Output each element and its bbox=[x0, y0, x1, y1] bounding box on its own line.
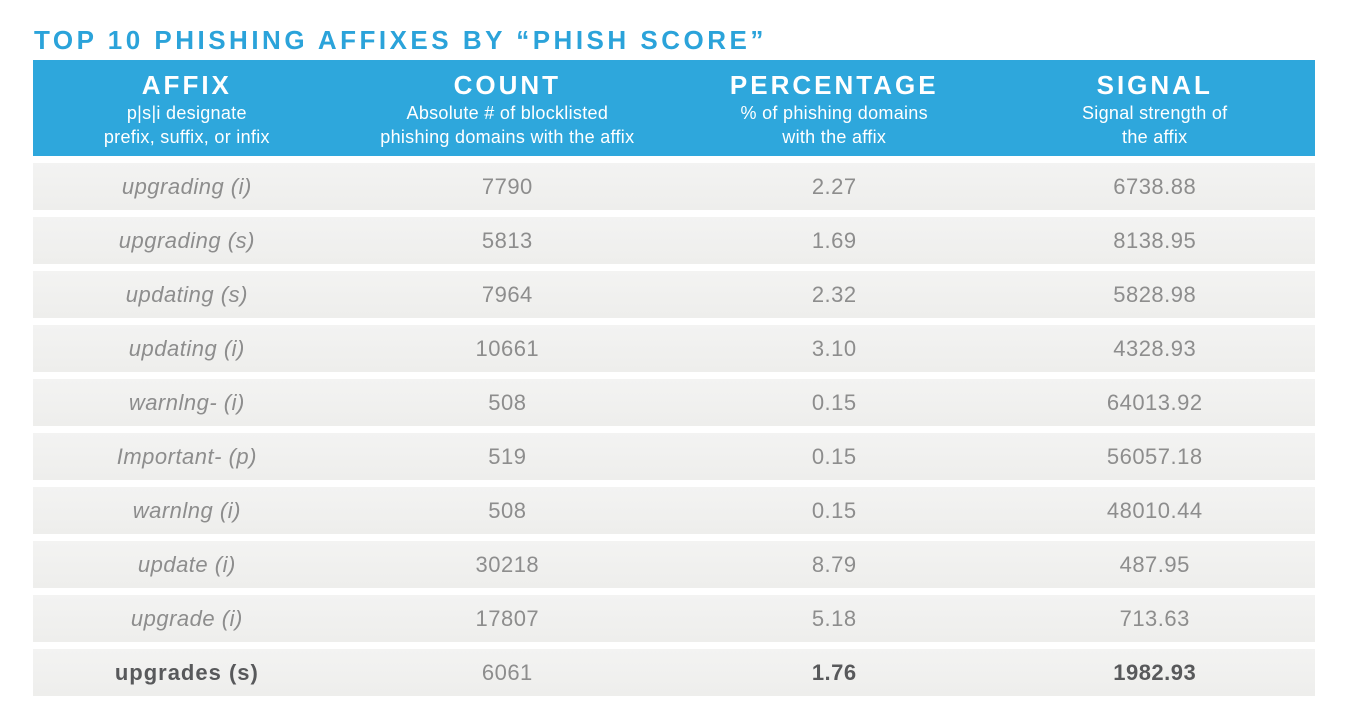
column-label: COUNT bbox=[453, 70, 562, 100]
column-description-line: prefix, suffix, or infix bbox=[103, 127, 270, 147]
percentage-cell: 3.10 bbox=[811, 336, 857, 361]
table-row: warnlng (i) 508 0.15 48010.44 bbox=[33, 487, 1315, 534]
table-row: updating (i) 10661 3.10 4328.93 bbox=[33, 325, 1315, 372]
affix-cell: upgrade (i) bbox=[130, 606, 243, 631]
count-cell: 6061 bbox=[481, 660, 533, 685]
column-header-percentage: PERCENTAGE % of phishing domains with th… bbox=[674, 60, 995, 156]
signal-cell: 4328.93 bbox=[1113, 336, 1197, 361]
count-cell: 7964 bbox=[481, 282, 533, 307]
count-cell: 508 bbox=[488, 390, 527, 415]
signal-cell: 48010.44 bbox=[1106, 498, 1203, 523]
phishing-affix-table: AFFIX p|s|i designate prefix, suffix, or… bbox=[33, 60, 1315, 696]
percentage-cell: 0.15 bbox=[811, 390, 857, 415]
percentage-cell: 0.15 bbox=[811, 444, 857, 469]
signal-cell: 64013.92 bbox=[1106, 390, 1203, 415]
signal-cell: 8138.95 bbox=[1113, 228, 1197, 253]
table-row: update (i) 30218 8.79 487.95 bbox=[33, 541, 1315, 588]
table-header-row: AFFIX p|s|i designate prefix, suffix, or… bbox=[33, 60, 1315, 156]
affix-cell: warnlng (i) bbox=[132, 498, 241, 523]
column-header-signal: SIGNAL Signal strength of the affix bbox=[994, 60, 1315, 156]
signal-cell: 713.63 bbox=[1119, 606, 1190, 631]
column-description-line: Signal strength of bbox=[1081, 103, 1228, 123]
affix-cell: updating (s) bbox=[125, 282, 248, 307]
column-description-line: phishing domains with the affix bbox=[380, 127, 635, 147]
count-cell: 30218 bbox=[475, 552, 540, 577]
signal-cell: 487.95 bbox=[1119, 552, 1190, 577]
table-row: updating (s) 7964 2.32 5828.98 bbox=[33, 271, 1315, 318]
affix-cell: Important- (p) bbox=[116, 444, 257, 469]
signal-cell: 6738.88 bbox=[1113, 174, 1197, 199]
column-label: PERCENTAGE bbox=[729, 70, 939, 100]
column-label: AFFIX bbox=[141, 70, 232, 100]
affix-cell: warnlng- (i) bbox=[128, 390, 245, 415]
table-row-emphasized: upgrades (s) 6061 1.76 1982.93 bbox=[33, 649, 1315, 696]
percentage-cell: 2.27 bbox=[811, 174, 857, 199]
affix-cell: updating (i) bbox=[128, 336, 245, 361]
column-description-line: p|s|i designate bbox=[126, 103, 247, 123]
table-row: upgrading (i) 7790 2.27 6738.88 bbox=[33, 163, 1315, 210]
column-description-line: Absolute # of blocklisted bbox=[406, 103, 609, 123]
count-cell: 508 bbox=[488, 498, 527, 523]
count-cell: 10661 bbox=[475, 336, 540, 361]
affix-cell: update (i) bbox=[137, 552, 236, 577]
page-title: TOP 10 PHISHING AFFIXES BY “PHISH SCORE” bbox=[34, 25, 767, 55]
table-row: warnlng- (i) 508 0.15 64013.92 bbox=[33, 379, 1315, 426]
count-cell: 7790 bbox=[481, 174, 533, 199]
percentage-cell: 0.15 bbox=[811, 498, 857, 523]
count-cell: 519 bbox=[488, 444, 527, 469]
table-row: Important- (p) 519 0.15 56057.18 bbox=[33, 433, 1315, 480]
column-description-line: % of phishing domains bbox=[740, 103, 928, 123]
signal-cell: 1982.93 bbox=[1113, 660, 1197, 685]
signal-cell: 5828.98 bbox=[1113, 282, 1197, 307]
column-header-affix: AFFIX p|s|i designate prefix, suffix, or… bbox=[33, 60, 341, 156]
signal-cell: 56057.18 bbox=[1106, 444, 1203, 469]
percentage-cell: 1.69 bbox=[811, 228, 857, 253]
percentage-cell: 5.18 bbox=[811, 606, 857, 631]
affix-cell: upgrades (s) bbox=[114, 660, 259, 685]
table-row: upgrading (s) 5813 1.69 8138.95 bbox=[33, 217, 1315, 264]
table-row: upgrade (i) 17807 5.18 713.63 bbox=[33, 595, 1315, 642]
percentage-cell: 1.76 bbox=[811, 660, 857, 685]
column-description-line: with the affix bbox=[782, 127, 887, 147]
percentage-cell: 2.32 bbox=[811, 282, 857, 307]
column-header-count: COUNT Absolute # of blocklisted phishing… bbox=[341, 60, 674, 156]
affix-cell: upgrading (i) bbox=[121, 174, 252, 199]
affix-cell: upgrading (s) bbox=[118, 228, 255, 253]
percentage-cell: 8.79 bbox=[811, 552, 857, 577]
count-cell: 5813 bbox=[481, 228, 533, 253]
count-cell: 17807 bbox=[475, 606, 540, 631]
column-description-line: the affix bbox=[1122, 127, 1188, 147]
column-label: SIGNAL bbox=[1096, 70, 1213, 100]
